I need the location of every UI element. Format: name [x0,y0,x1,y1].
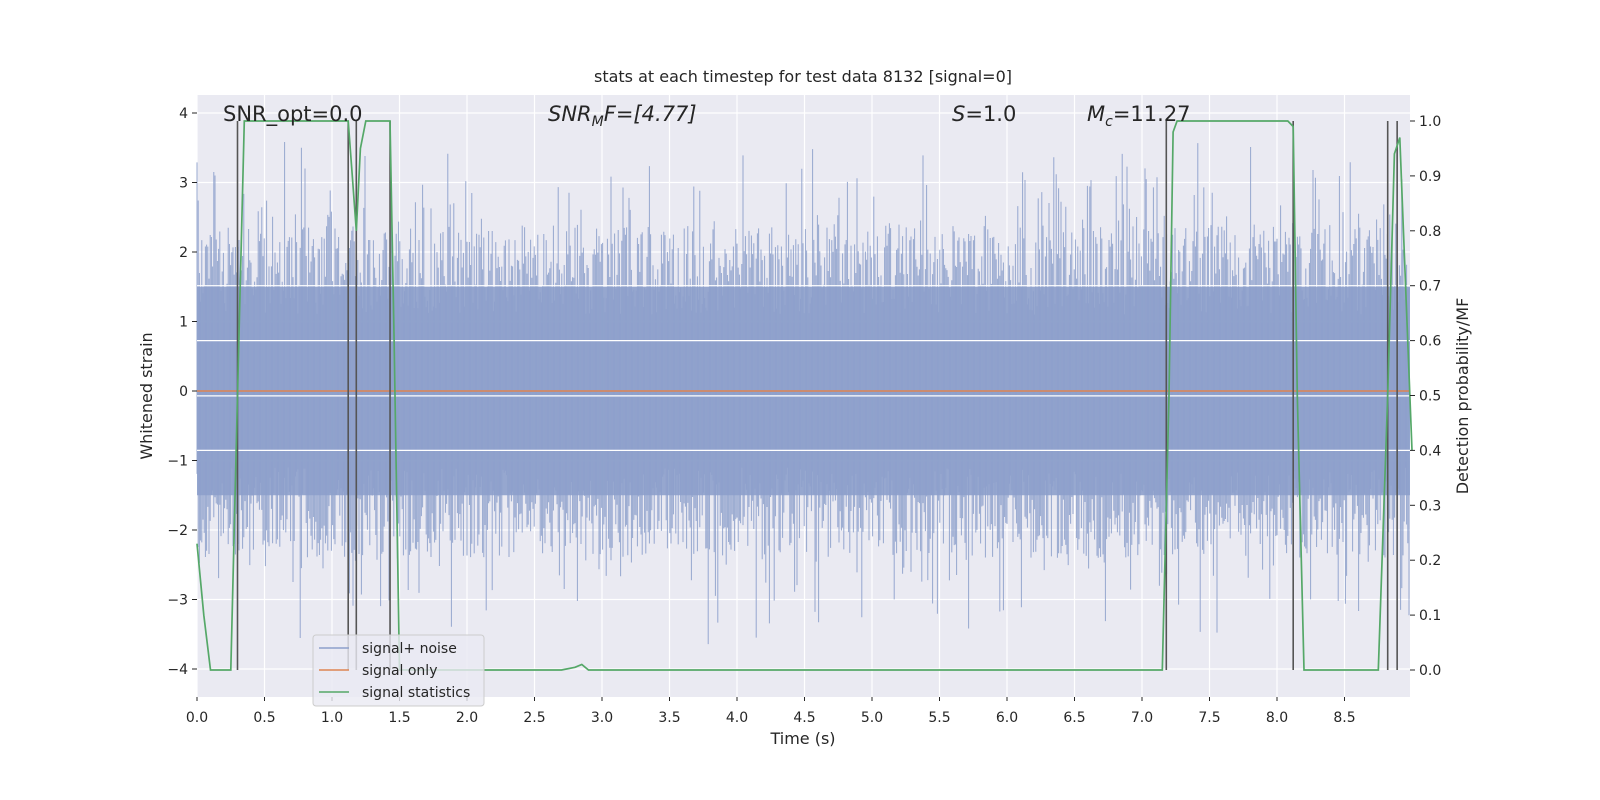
y-right-tick-label: 0.9 [1419,169,1441,185]
snr-mf-annotation: SNRMF=[4.77] [548,102,697,130]
y-right-tick-label: 0.2 [1419,553,1441,569]
mc-annotation: Mc=11.27 [1087,102,1191,130]
y-axis-right-label: Detection probability/MF [1453,298,1472,495]
y-right-tick-label: 0.0 [1419,663,1441,679]
y-tick-label: −3 [167,593,188,609]
x-tick-label: 5.0 [861,710,883,726]
y-tick-label: −4 [167,662,188,678]
x-tick-label: 3.0 [591,710,613,726]
x-tick-label: 6.5 [1063,710,1085,726]
x-tick-label: 0.0 [186,710,208,726]
legend-label-signal-statistics: signal statistics [362,685,470,701]
annotations: SNR_opt=0.0 SNRMF=[4.77] S=1.0 Mc=11.27 [223,102,1191,130]
x-tick-label: 7.0 [1131,710,1153,726]
y-tick-label: −1 [167,454,188,470]
x-tick-label: 7.5 [1198,710,1220,726]
legend-label-signal-noise: signal+ noise [362,641,457,657]
y-tick-label: 2 [179,245,188,261]
y-right-tick-label: 0.1 [1419,608,1441,624]
x-tick-label: 1.0 [321,710,343,726]
x-tick-label: 2.5 [523,710,545,726]
y-right-tick-label: 0.6 [1419,334,1441,350]
signal-statistics-line [196,120,1413,671]
y-tick-label: 3 [179,176,188,192]
x-tick-label: 2.0 [456,710,478,726]
y-right-tick-label: 0.7 [1419,279,1441,295]
x-tick-label: 3.5 [658,710,680,726]
s-annotation: S=1.0 [952,102,1016,126]
x-tick-label: 5.5 [928,710,950,726]
snr-opt-annotation: SNR_opt=0.0 [223,102,363,127]
x-tick-label: 1.5 [388,710,410,726]
plot-area [196,95,1413,697]
y-right-tick-label: 0.5 [1419,389,1441,405]
x-tick-label: 4.0 [726,710,748,726]
x-axis-label: Time (s) [769,729,835,748]
y-right-tick-label: 1.0 [1419,114,1441,130]
x-tick-label: 8.0 [1266,710,1288,726]
y-tick-label: 4 [179,106,188,122]
legend: signal+ noise signal only signal statist… [312,634,485,707]
x-tick-label: 4.5 [793,710,815,726]
y-axis-label: Whitened strain [137,332,156,459]
x-tick-label: 8.5 [1333,710,1355,726]
y-tick-label: 0 [179,384,188,400]
y-tick-label: −2 [167,523,188,539]
y-tick-label: 1 [179,315,188,331]
legend-label-signal-only: signal only [362,663,437,679]
x-tick-label: 6.0 [996,710,1018,726]
y-right-tick-label: 0.4 [1419,443,1441,459]
y-right-tick-label: 0.8 [1419,224,1441,240]
chart-title: stats at each timestep for test data 813… [594,67,1012,86]
y-right-tick-label: 0.3 [1419,498,1441,514]
x-tick-label: 0.5 [253,710,275,726]
